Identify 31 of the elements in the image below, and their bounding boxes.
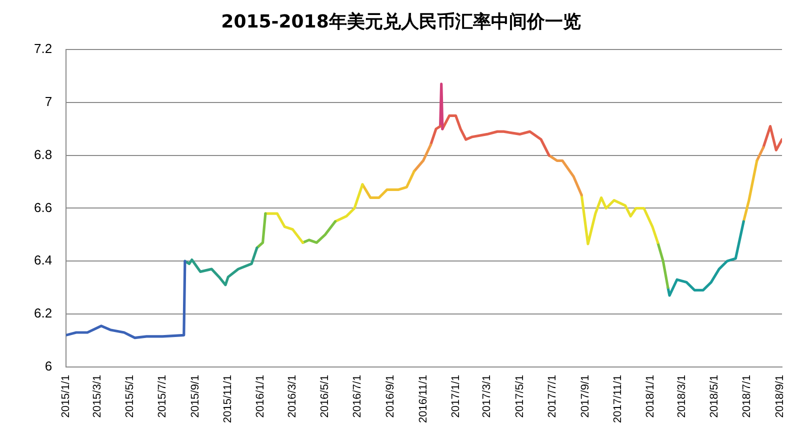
x-tick-label: 2015/5/1 [124, 374, 136, 418]
y-tick-label: 6.6 [34, 200, 52, 215]
x-tick-label: 2018/3/1 [676, 374, 688, 418]
x-tick-label: 2015/7/1 [156, 374, 169, 418]
y-tick-label: 6.4 [34, 252, 52, 268]
y-tick-label: 6.2 [34, 306, 52, 321]
x-tick-label: 2018/7/1 [740, 374, 753, 418]
y-tick-label: 6.8 [34, 146, 52, 162]
x-tick-label: 2017/3/1 [481, 374, 494, 418]
x-tick-label: 2016/9/1 [384, 374, 397, 418]
x-tick-label: 2017/5/1 [514, 374, 526, 418]
x-tick-label: 2018/5/1 [708, 374, 720, 418]
x-tick-label: 2016/5/1 [319, 374, 332, 418]
x-tick-label: 2017/9/1 [579, 374, 592, 418]
x-tick-label: 2015/9/1 [190, 374, 202, 418]
x-tick-label: 2018/9/1 [774, 374, 786, 418]
x-tick-label: 2015/3/1 [92, 374, 104, 418]
x-tick-label: 2016/11/1 [417, 374, 430, 424]
x-tick-label: 2016/7/1 [352, 374, 364, 418]
y-tick-label: 7.2 [34, 41, 52, 56]
x-tick-label: 2017/11/1 [612, 374, 624, 424]
y-tick-label: 6 [44, 358, 52, 374]
y-tick-label: 7 [44, 94, 52, 110]
x-tick-label: 2017/1/1 [450, 374, 462, 418]
x-tick-label: 2017/7/1 [546, 374, 558, 418]
x-tick-label: 2018/1/1 [644, 374, 656, 418]
x-tick-label: 2016/1/1 [254, 374, 267, 418]
chart-title: 2015-2018年美元兑人民币汇率中间价一览 [221, 11, 581, 32]
x-tick-label: 2015/1/1 [60, 374, 72, 418]
x-tick-label: 2016/3/1 [286, 374, 299, 418]
x-tick-label: 2015/11/1 [222, 374, 234, 424]
